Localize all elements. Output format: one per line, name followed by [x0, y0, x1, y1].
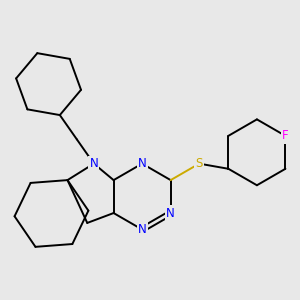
Text: N: N [89, 157, 98, 170]
Text: N: N [138, 223, 146, 236]
Text: F: F [282, 129, 289, 142]
Text: N: N [166, 206, 175, 220]
Text: S: S [196, 157, 203, 170]
Text: N: N [138, 157, 146, 170]
